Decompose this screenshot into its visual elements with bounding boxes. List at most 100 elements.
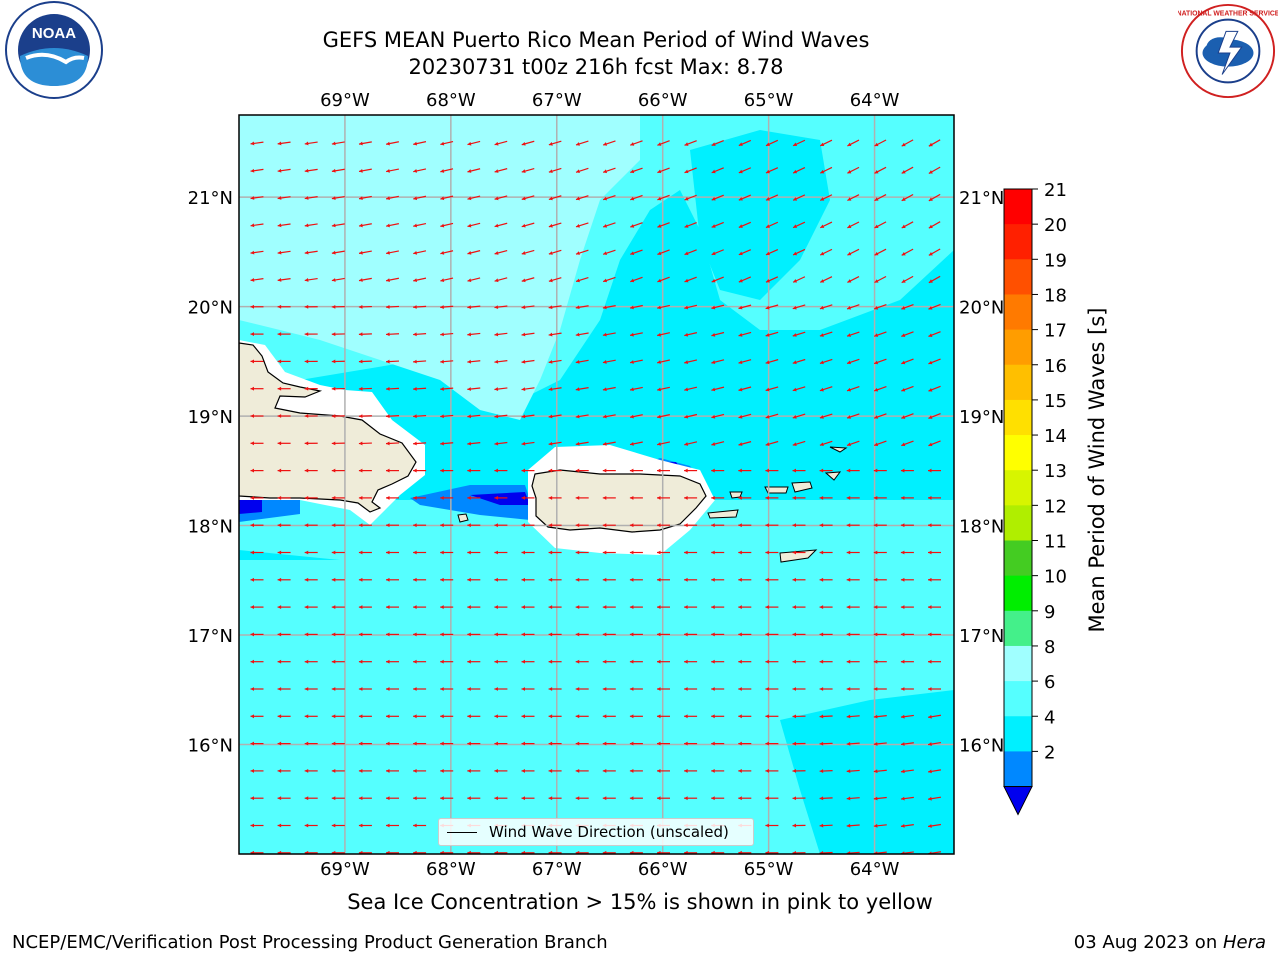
- wave-vector: [819, 331, 833, 337]
- wave-vector: [331, 687, 345, 691]
- wave-vector: [928, 440, 941, 447]
- wave-vector: [440, 387, 454, 391]
- wave-vector: [385, 441, 400, 446]
- wave-vector: [250, 605, 264, 610]
- wave-vector: [602, 468, 616, 473]
- wave-vector: [358, 714, 372, 719]
- wave-vector: [846, 741, 860, 746]
- wave-vector: [358, 605, 372, 610]
- wave-vector: [765, 796, 779, 801]
- wave-vector: [657, 495, 670, 500]
- wave-vector: [304, 768, 318, 773]
- wave-vector: [413, 796, 427, 801]
- wave-vector: [846, 687, 860, 691]
- wave-vector: [792, 248, 806, 256]
- wave-vector: [304, 495, 318, 500]
- wave-vector: [629, 304, 643, 310]
- wave-vector: [602, 741, 616, 746]
- wave-vector: [684, 523, 698, 528]
- wave-vector: [684, 221, 697, 228]
- wave-vector: [331, 550, 345, 555]
- wave-vector: [630, 167, 643, 174]
- wave-vector: [738, 796, 752, 801]
- wave-vector: [792, 659, 806, 664]
- wave-vector: [250, 141, 264, 146]
- wave-vector: [657, 714, 670, 719]
- wave-vector: [901, 358, 914, 365]
- colorbar-swatch: [1004, 540, 1032, 577]
- wave-vector: [711, 167, 724, 174]
- wave-vector: [413, 305, 427, 309]
- colorbar-swatch: [1004, 399, 1032, 436]
- wave-vector: [819, 523, 833, 528]
- wave-vector: [874, 275, 887, 284]
- wave-vector: [575, 659, 589, 664]
- wave-vector: [250, 414, 264, 418]
- wave-vector: [358, 441, 372, 446]
- wave-vector: [386, 223, 399, 228]
- wave-vector: [602, 222, 616, 228]
- wave-vector: [846, 304, 860, 310]
- wave-vector: [250, 386, 264, 391]
- wave-vector: [304, 168, 318, 173]
- wave-vector: [657, 222, 670, 228]
- wave-vector: [629, 768, 643, 773]
- wave-vector: [602, 140, 616, 146]
- axis-labels: 69°W 69°W 68°W 68°W 67°W 67°W 66°W 66°W 65°W 65°W…: [188, 90, 1005, 880]
- colorbar-tick-label: 9: [1044, 602, 1055, 623]
- wave-vector: [575, 249, 589, 255]
- wave-vector: [277, 359, 291, 364]
- wave-vector: [440, 414, 454, 419]
- wave-vector: [765, 249, 779, 256]
- wave-vector: [765, 659, 779, 664]
- wave-vector: [467, 577, 481, 582]
- wave-vector: [846, 823, 860, 828]
- wave-vector: [250, 796, 264, 801]
- wave-vector: [602, 577, 616, 582]
- wave-vector: [385, 359, 400, 364]
- wave-vector: [684, 687, 698, 691]
- wave-vector: [575, 605, 589, 610]
- wave-vector: [901, 221, 914, 229]
- wave-vector: [413, 168, 427, 173]
- wave-vector: [386, 768, 399, 773]
- wave-vector: [413, 823, 427, 828]
- wave-vector: [846, 331, 860, 337]
- wave-vector: [657, 659, 670, 664]
- wave-vector: [711, 495, 725, 500]
- wave-vector: [331, 768, 345, 773]
- wave-vector: [494, 168, 508, 173]
- wave-vector: [873, 796, 887, 801]
- wave-vector: [602, 249, 616, 255]
- wave-vector: [440, 659, 454, 664]
- wave-vector: [413, 222, 427, 228]
- wave-vector: [467, 687, 481, 691]
- wave-vector: [738, 441, 752, 446]
- colorbar-tick-label: 19: [1044, 250, 1067, 271]
- wave-vector: [548, 441, 562, 446]
- colorbar-tick-label: 21: [1044, 180, 1067, 201]
- colorbar-swatch: [1004, 470, 1032, 506]
- wave-vector: [765, 167, 779, 174]
- wave-vector: [440, 305, 454, 309]
- wave-vector: [250, 659, 264, 664]
- wave-vector: [928, 687, 941, 691]
- wave-vector: [494, 632, 508, 637]
- wave-vector: [792, 468, 806, 473]
- wave-vector: [304, 577, 318, 582]
- wave-vector: [846, 550, 860, 555]
- vector-legend-line: [447, 832, 477, 833]
- wave-vector: [711, 768, 725, 773]
- colorbar-swatch: [1004, 575, 1032, 612]
- wave-vector: [711, 359, 725, 364]
- wave-vector: [792, 386, 806, 392]
- wave-vector: [250, 495, 264, 500]
- colorbar-tick-label: 11: [1044, 532, 1067, 553]
- wave-vector: [548, 305, 562, 310]
- wave-vector: [575, 577, 589, 582]
- wave-vector: [927, 796, 942, 801]
- wave-vector: [304, 823, 318, 828]
- footer-host: Hera: [1222, 932, 1266, 953]
- wave-vector: [467, 659, 481, 664]
- wave-vector: [629, 523, 643, 528]
